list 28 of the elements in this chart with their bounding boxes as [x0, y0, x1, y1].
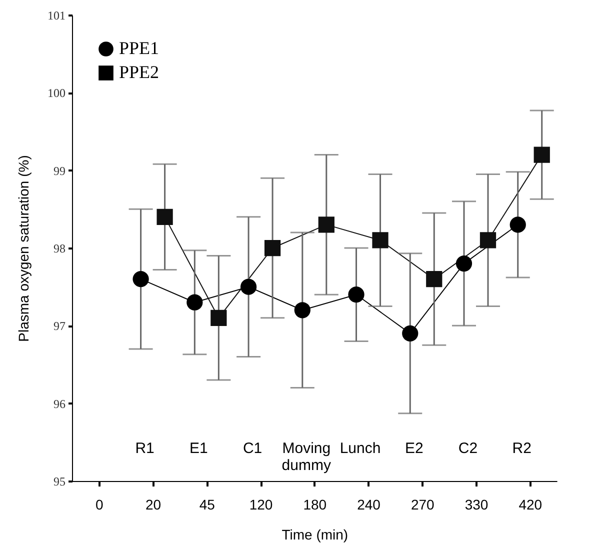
annotation: Lunch — [340, 440, 381, 457]
annotation: E1 — [189, 440, 208, 457]
x-tick-label: 20 — [146, 496, 162, 512]
annotation: R1 — [135, 440, 154, 457]
annotation: R2 — [512, 440, 532, 457]
y-tick-label: 99 — [54, 164, 66, 178]
y-tick-label: 98 — [54, 242, 66, 256]
y-tick-label: 97 — [54, 319, 66, 334]
x-tick-label: 330 — [464, 496, 488, 512]
x-tick-label: 120 — [249, 496, 273, 512]
legend-label: PPE2 — [119, 62, 160, 82]
x-tick-label: 45 — [199, 496, 216, 512]
legend-label: PPE1 — [119, 38, 160, 58]
y-axis-title: Plasma oxygen saturation (%) — [16, 155, 32, 342]
y-tick-label: 95 — [54, 474, 66, 488]
annotation: C2 — [458, 440, 478, 457]
x-tick-label: 0 — [96, 496, 104, 512]
y-tick-label: 96 — [54, 396, 66, 411]
y-tick-label: 100 — [48, 86, 66, 100]
annotation: E2 — [404, 440, 424, 457]
annotation: Moving dummy — [282, 440, 332, 474]
y-tick-label: 101 — [48, 8, 66, 22]
x-tick-label: 180 — [303, 496, 327, 512]
x-tick-label: 240 — [357, 496, 381, 512]
x-tick-label: 270 — [410, 496, 435, 512]
x-axis-title: Time (min) — [282, 526, 348, 542]
x-tick-label: 420 — [518, 496, 542, 512]
annotation: C1 — [242, 440, 262, 457]
